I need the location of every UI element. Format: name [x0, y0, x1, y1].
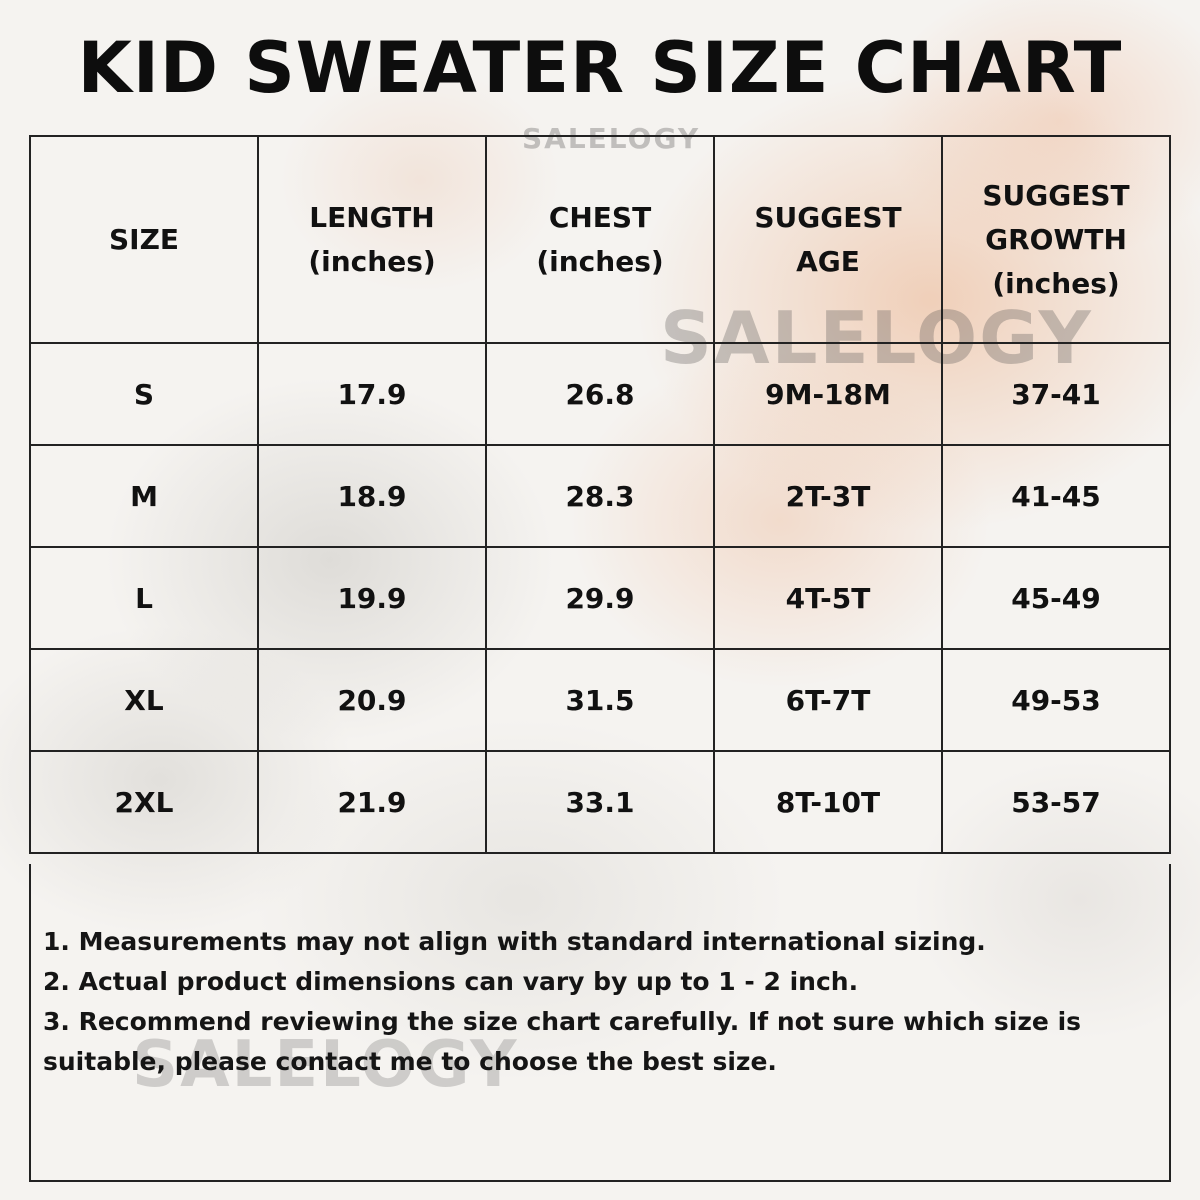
cell-size: M — [29, 444, 259, 548]
cell-growth: 45-49 — [941, 546, 1171, 650]
cell-age: 6T-7T — [713, 648, 943, 752]
cell-length: 17.9 — [257, 342, 487, 446]
header-growth-line-3: (inches) — [992, 266, 1120, 300]
cell-age: 9M-18M — [713, 342, 943, 446]
cell-growth: 41-45 — [941, 444, 1171, 548]
cell-length: 20.9 — [257, 648, 487, 752]
cell-age: 4T-5T — [713, 546, 943, 650]
size-notes: 1. Measurements may not align with stand… — [29, 864, 1171, 1182]
header-suggest-age: SUGGEST AGE — [713, 135, 943, 344]
header-age-line-2: AGE — [796, 244, 860, 278]
cell-length: 18.9 — [257, 444, 487, 548]
cell-chest: 28.3 — [485, 444, 715, 548]
cell-growth: 37-41 — [941, 342, 1171, 446]
size-chart-table: SIZE LENGTH (inches) CHEST (inches) SUGG… — [29, 135, 1171, 854]
cell-chest: 31.5 — [485, 648, 715, 752]
header-chest: CHEST (inches) — [485, 135, 715, 344]
note-item: 3. Recommend reviewing the size chart ca… — [43, 1007, 1082, 1076]
header-age-line-1: SUGGEST — [754, 200, 902, 234]
header-suggest-growth: SUGGEST GROWTH (inches) — [941, 135, 1171, 344]
table-row: XL 20.9 31.5 6T-7T 49-53 — [29, 648, 1171, 752]
header-size: SIZE — [29, 135, 259, 344]
header-length-line-1: LENGTH — [309, 200, 435, 234]
header-row: SIZE LENGTH (inches) CHEST (inches) SUGG… — [29, 135, 1171, 344]
cell-length: 19.9 — [257, 546, 487, 650]
header-length-line-2: (inches) — [308, 244, 436, 278]
cell-age: 2T-3T — [713, 444, 943, 548]
header-size-line: SIZE — [108, 222, 179, 256]
cell-size: L — [29, 546, 259, 650]
cell-age: 8T-10T — [713, 750, 943, 854]
cell-length: 21.9 — [257, 750, 487, 854]
note-item: 2. Actual product dimensions can vary by… — [43, 967, 859, 996]
cell-growth: 53-57 — [941, 750, 1171, 854]
header-chest-line-2: (inches) — [536, 244, 664, 278]
header-growth-line-2: GROWTH — [985, 222, 1127, 256]
header-growth-line-1: SUGGEST — [982, 178, 1130, 212]
header-length: LENGTH (inches) — [257, 135, 487, 344]
cell-size: XL — [29, 648, 259, 752]
table-row: S 17.9 26.8 9M-18M 37-41 — [29, 342, 1171, 446]
cell-size: S — [29, 342, 259, 446]
table-row: L 19.9 29.9 4T-5T 45-49 — [29, 546, 1171, 650]
cell-growth: 49-53 — [941, 648, 1171, 752]
table-row: 2XL 21.9 33.1 8T-10T 53-57 — [29, 750, 1171, 854]
cell-chest: 29.9 — [485, 546, 715, 650]
cell-chest: 26.8 — [485, 342, 715, 446]
table-row: M 18.9 28.3 2T-3T 41-45 — [29, 444, 1171, 548]
header-chest-line-1: CHEST — [548, 200, 652, 234]
cell-chest: 33.1 — [485, 750, 715, 854]
page-title: KID SWEATER SIZE CHART — [77, 27, 1123, 109]
cell-size: 2XL — [29, 750, 259, 854]
note-item: 1. Measurements may not align with stand… — [43, 927, 986, 956]
